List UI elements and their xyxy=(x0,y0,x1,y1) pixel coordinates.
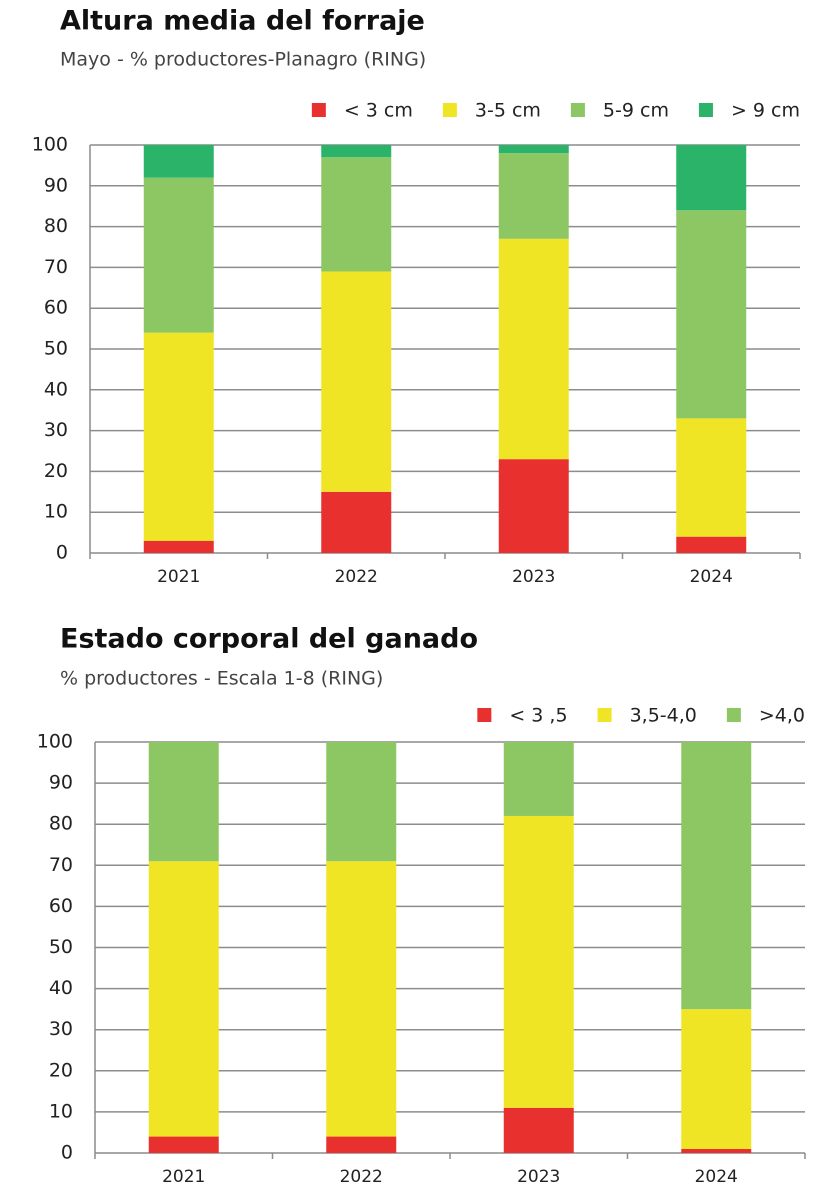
legend-swatch xyxy=(597,708,612,722)
bar-segment xyxy=(148,861,219,1137)
y-tick-label: 70 xyxy=(44,256,68,278)
legend-label: 5-9 cm xyxy=(603,100,669,122)
y-tick-label: 50 xyxy=(44,338,68,360)
y-tick-label: 30 xyxy=(44,419,68,441)
y-tick-label: 90 xyxy=(44,174,68,196)
y-tick-label: 40 xyxy=(49,977,73,999)
y-tick-label: 50 xyxy=(49,936,73,958)
bar-segment xyxy=(321,145,392,158)
legend-swatch xyxy=(477,708,492,722)
bar-segment xyxy=(498,459,569,553)
bar-segment xyxy=(503,815,574,1108)
y-tick-label: 0 xyxy=(61,1142,73,1164)
chart-title: Altura media del forraje xyxy=(60,6,425,37)
x-tick-label: 2021 xyxy=(157,567,200,587)
y-tick-label: 20 xyxy=(44,460,68,482)
chart: Estado corporal del ganado % productores … xyxy=(37,624,806,1187)
x-tick-label: 2021 xyxy=(162,1167,205,1187)
x-tick-label: 2023 xyxy=(512,567,555,587)
bar-segment xyxy=(143,332,214,541)
y-tick-label: 10 xyxy=(44,501,68,523)
bar-segment xyxy=(321,491,392,553)
bar-segment xyxy=(498,145,569,154)
bar-segment xyxy=(503,742,574,816)
legend-label: < 3 ,5 xyxy=(509,705,567,727)
bar-segment xyxy=(676,536,747,553)
x-tick-label: 2024 xyxy=(695,1167,738,1187)
bar-segment xyxy=(326,742,397,862)
legend-swatch xyxy=(442,103,457,117)
legend-label: < 3 cm xyxy=(344,100,413,122)
y-tick-label: 80 xyxy=(44,215,68,237)
bar-segment xyxy=(148,1136,219,1153)
y-tick-label: 90 xyxy=(49,772,73,794)
bar-segment xyxy=(681,742,752,1010)
x-tick-label: 2022 xyxy=(340,1167,383,1187)
legend-swatch xyxy=(311,103,326,117)
legend-swatch xyxy=(698,103,713,117)
x-tick-label: 2023 xyxy=(517,1167,560,1187)
legend-label: >4,0 xyxy=(759,705,805,727)
bar-segment xyxy=(676,418,747,537)
bar-segment xyxy=(143,145,214,178)
bar-segment xyxy=(503,1107,574,1153)
legend-swatch xyxy=(726,708,741,722)
y-tick-label: 80 xyxy=(49,813,73,835)
y-tick-label: 10 xyxy=(49,1100,73,1122)
bar-segment xyxy=(143,540,214,553)
chart: Altura media del forraje Mayo - % product… xyxy=(32,6,801,587)
legend-swatch xyxy=(570,103,585,117)
bar-segment xyxy=(148,742,219,862)
x-tick-label: 2022 xyxy=(335,567,378,587)
y-tick-label: 70 xyxy=(49,854,73,876)
bar-segment xyxy=(498,153,569,239)
bar-segment xyxy=(321,271,392,492)
x-tick-label: 2024 xyxy=(690,567,733,587)
legend-label: 3-5 cm xyxy=(475,100,541,122)
bar-segment xyxy=(326,1136,397,1153)
chart-title: Estado corporal del ganado xyxy=(60,624,478,655)
bar-segment xyxy=(681,1009,752,1149)
bar-segment xyxy=(676,145,747,211)
bar-segment xyxy=(143,177,214,333)
y-tick-label: 30 xyxy=(49,1018,73,1040)
y-tick-label: 100 xyxy=(37,731,73,753)
y-tick-label: 60 xyxy=(44,297,68,319)
bar-segment xyxy=(326,861,397,1137)
bar-segment xyxy=(676,210,747,419)
chart-subtitle: % productores - Escala 1-8 (RING) xyxy=(60,668,383,690)
y-tick-label: 40 xyxy=(44,378,68,400)
y-tick-label: 0 xyxy=(56,542,68,564)
y-tick-label: 60 xyxy=(49,895,73,917)
bar-segment xyxy=(498,238,569,460)
legend-label: 3,5-4,0 xyxy=(630,705,697,727)
chart-subtitle: Mayo - % productores-Planagro (RING) xyxy=(60,49,426,71)
bar-segment xyxy=(321,157,392,272)
y-tick-label: 100 xyxy=(32,134,68,156)
bar-segment xyxy=(681,1148,752,1153)
y-tick-label: 20 xyxy=(49,1059,73,1081)
legend-label: > 9 cm xyxy=(731,100,800,122)
